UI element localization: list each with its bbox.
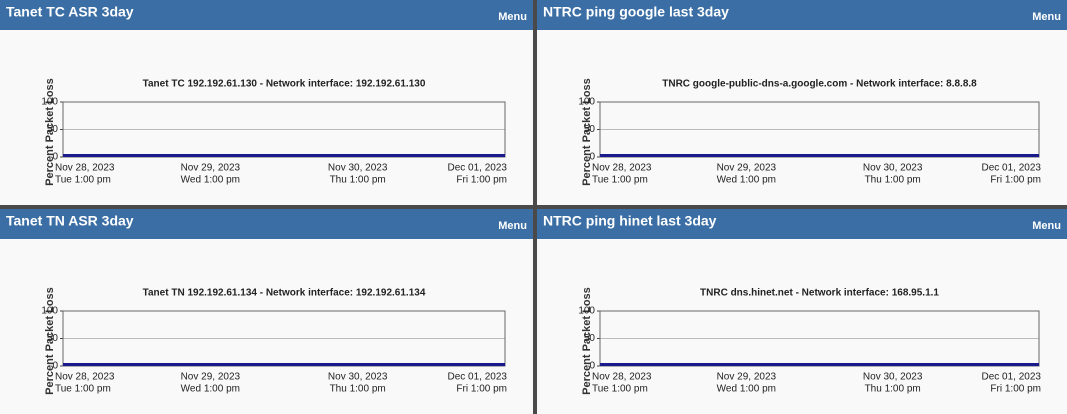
y-tick-label: 50	[47, 124, 59, 135]
y-tick-label: 50	[584, 333, 596, 344]
x-tick-label: Dec 01, 2023	[982, 163, 1042, 174]
y-tick-label: 0	[589, 152, 595, 163]
x-tick-label: Nov 29, 2023	[181, 372, 241, 383]
y-tick-label: 0	[52, 361, 58, 372]
panel-header	[537, 0, 1067, 30]
menu-button[interactable]: Menu	[498, 11, 527, 23]
x-tick-label: Thu 1:00 pm	[865, 175, 921, 186]
x-tick-label: Wed 1:00 pm	[717, 175, 776, 186]
y-axis-label: Percent Packet Loss	[581, 287, 593, 395]
y-tick-label: 100	[578, 97, 595, 108]
x-tick-label: Nov 30, 2023	[863, 372, 923, 383]
x-tick-label: Nov 30, 2023	[863, 163, 923, 174]
x-tick-label: Tue 1:00 pm	[592, 384, 648, 395]
chart-title: Tanet TC 192.192.61.130 - Network interf…	[143, 79, 426, 90]
x-tick-label: Wed 1:00 pm	[181, 384, 240, 395]
x-tick-label: Nov 29, 2023	[717, 163, 777, 174]
y-tick-label: 100	[578, 306, 595, 317]
x-tick-label: Wed 1:00 pm	[717, 384, 776, 395]
x-tick-label: Fri 1:00 pm	[990, 384, 1041, 395]
x-tick-label: Thu 1:00 pm	[330, 384, 386, 395]
x-tick-label: Tue 1:00 pm	[592, 175, 648, 186]
panel-header	[537, 209, 1067, 239]
x-tick-label: Nov 28, 2023	[592, 372, 652, 383]
x-tick-label: Dec 01, 2023	[448, 163, 508, 174]
panel-header	[0, 0, 533, 30]
x-tick-label: Nov 29, 2023	[717, 372, 777, 383]
x-tick-label: Nov 28, 2023	[55, 163, 115, 174]
x-tick-label: Dec 01, 2023	[982, 372, 1042, 383]
menu-button[interactable]: Menu	[498, 220, 527, 232]
x-tick-label: Nov 30, 2023	[328, 372, 388, 383]
x-tick-label: Nov 28, 2023	[55, 372, 115, 383]
chart-title: Tanet TN 192.192.61.134 - Network interf…	[143, 288, 426, 299]
x-tick-label: Nov 30, 2023	[328, 163, 388, 174]
x-tick-label: Thu 1:00 pm	[330, 175, 386, 186]
panel-title: Tanet TC ASR 3day	[6, 4, 134, 20]
menu-button[interactable]: Menu	[1032, 220, 1061, 232]
y-axis-label: Percent Packet Loss	[44, 78, 56, 186]
y-tick-label: 50	[584, 124, 596, 135]
x-tick-label: Nov 29, 2023	[181, 163, 241, 174]
x-tick-label: Nov 28, 2023	[592, 163, 652, 174]
panel-title: NTRC ping google last 3day	[543, 4, 729, 20]
y-axis-label: Percent Packet Loss	[581, 78, 593, 186]
y-tick-label: 50	[47, 333, 59, 344]
x-tick-label: Tue 1:00 pm	[55, 175, 111, 186]
x-tick-label: Fri 1:00 pm	[456, 384, 507, 395]
x-tick-label: Thu 1:00 pm	[865, 384, 921, 395]
y-tick-label: 100	[41, 97, 58, 108]
y-tick-label: 0	[589, 361, 595, 372]
y-tick-label: 100	[41, 306, 58, 317]
chart-title: TNRC dns.hinet.net - Network interface: …	[700, 288, 939, 299]
x-tick-label: Fri 1:00 pm	[990, 175, 1041, 186]
x-tick-label: Fri 1:00 pm	[456, 175, 507, 186]
chart-title: TNRC google-public-dns-a.google.com - Ne…	[662, 79, 977, 90]
y-axis-label: Percent Packet Loss	[44, 287, 56, 395]
y-tick-label: 0	[52, 152, 58, 163]
panel-title: Tanet TN ASR 3day	[6, 213, 134, 229]
x-tick-label: Tue 1:00 pm	[55, 384, 111, 395]
x-tick-label: Wed 1:00 pm	[181, 175, 240, 186]
x-tick-label: Dec 01, 2023	[448, 372, 508, 383]
menu-button[interactable]: Menu	[1032, 11, 1061, 23]
panel-title: NTRC ping hinet last 3day	[543, 213, 717, 229]
panel-header	[0, 209, 533, 239]
